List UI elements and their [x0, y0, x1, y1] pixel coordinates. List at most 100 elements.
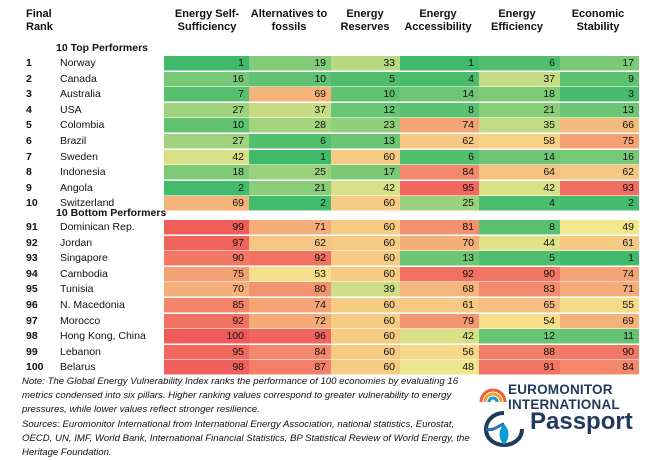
country-cell: Colombia	[60, 119, 105, 132]
rank-cell: 9	[26, 181, 32, 194]
value-cell: 79	[400, 313, 479, 329]
footnote: Note: The Global Energy Vulnerability In…	[22, 375, 470, 460]
value-cell: 5	[479, 251, 560, 267]
rank-cell: 97	[26, 314, 38, 327]
table-row: 99 Lebanon 95 84 60 56 88 90	[0, 344, 654, 361]
country-cell: Norway	[60, 57, 96, 69]
value-cell: 80	[249, 282, 331, 298]
value-cell: 64	[479, 165, 560, 181]
header-col-3: Energy Accessibility	[400, 8, 476, 34]
value-cell: 74	[560, 266, 639, 282]
value-cell: 2	[249, 196, 331, 212]
value-cell: 37	[249, 102, 331, 118]
value-cell: 6	[249, 134, 331, 149]
value-cell: 42	[400, 329, 479, 345]
rank-cell: 4	[26, 103, 32, 116]
value-cell: 74	[400, 118, 479, 134]
table-row: 94 Cambodia 75 53 60 92 90 74	[0, 266, 654, 283]
table-row: 5 Colombia 10 28 23 74 35 66	[0, 118, 654, 134]
sources-text: Sources: Euromonitor International from …	[22, 418, 470, 459]
value-cell: 96	[249, 329, 331, 345]
value-cell: 60	[331, 149, 400, 165]
value-cell: 84	[249, 344, 331, 360]
value-cell: 10	[331, 87, 400, 103]
value-cell: 2	[164, 180, 249, 196]
table-row: 1 Norway 1 19 33 1 6 17	[0, 56, 654, 72]
value-cell: 28	[249, 118, 331, 134]
country-cell: Dominican Rep.	[60, 221, 135, 233]
value-cell: 42	[479, 180, 560, 196]
value-cell: 16	[164, 71, 249, 87]
value-cell: 60	[331, 196, 400, 212]
country-cell: Morocco	[60, 314, 101, 327]
value-cell: 75	[560, 134, 639, 149]
value-cell: 7	[164, 87, 249, 103]
value-cell: 14	[400, 87, 479, 103]
table-row: 96 N. Macedonia 85 74 60 61 65 55	[0, 298, 654, 314]
value-cell: 62	[560, 165, 639, 181]
value-cell: 44	[479, 235, 560, 251]
rank-cell: 7	[26, 150, 32, 163]
table-row: 3 Australia 7 69 10 14 18 3	[0, 87, 654, 103]
value-cell: 61	[560, 235, 639, 251]
header-col-0-text: Energy Self- Sufficiency	[174, 8, 240, 33]
group-label-top: 10 Top Performers	[56, 42, 149, 54]
value-cell: 6	[479, 56, 560, 71]
value-cell: 42	[164, 149, 249, 165]
header-col-5-text: Economic Stability	[571, 8, 625, 33]
value-cell: 87	[249, 360, 331, 376]
rank-cell: 91	[26, 221, 38, 233]
header-final-rank: Final Rank	[26, 8, 53, 34]
value-cell: 71	[560, 282, 639, 298]
table-row: 91 Dominican Rep. 99 71 60 81 8 49	[0, 220, 654, 236]
rank-cell: 6	[26, 135, 32, 147]
value-cell: 60	[331, 344, 400, 360]
value-cell: 21	[249, 180, 331, 196]
value-cell: 10	[164, 118, 249, 134]
value-cell: 85	[164, 298, 249, 313]
rank-cell: 100	[26, 361, 44, 374]
rank-cell: 98	[26, 330, 38, 343]
value-cell: 19	[249, 56, 331, 71]
value-cell: 90	[560, 344, 639, 360]
value-cell: 5	[331, 71, 400, 87]
value-cell: 66	[560, 118, 639, 134]
country-cell: USA	[60, 103, 82, 116]
table-row: 7 Sweden 42 1 60 6 14 16	[0, 149, 654, 166]
value-cell: 91	[479, 360, 560, 376]
value-cell: 100	[164, 329, 249, 345]
euromonitor-line2: INTERNATIONAL	[508, 397, 620, 412]
rank-cell: 92	[26, 236, 38, 249]
value-cell: 62	[400, 134, 479, 149]
group-label-bottom: 10 Bottom Performers	[56, 207, 167, 219]
value-cell: 55	[560, 298, 639, 313]
table-row: 97 Morocco 92 72 60 79 54 69	[0, 313, 654, 330]
value-cell: 13	[331, 134, 400, 149]
note-text: Note: The Global Energy Vulnerability In…	[22, 376, 459, 416]
value-cell: 92	[400, 266, 479, 282]
rank-cell: 95	[26, 283, 38, 296]
country-cell: Jordan	[60, 236, 93, 249]
value-cell: 69	[164, 196, 249, 212]
country-cell: Australia	[60, 88, 101, 101]
value-cell: 33	[331, 56, 400, 71]
header-col-2-text: Energy Reserves	[340, 8, 390, 33]
euromonitor-line1: EUROMONITOR	[508, 382, 613, 397]
table-row: 93 Singapore 90 92 60 13 5 1	[0, 251, 654, 267]
value-cell: 1	[560, 251, 639, 267]
value-cell: 39	[331, 282, 400, 298]
value-cell: 60	[331, 313, 400, 329]
value-cell: 27	[164, 102, 249, 118]
country-cell: Canada	[60, 72, 97, 85]
value-cell: 2	[560, 196, 639, 212]
table-row: 98 Hong Kong, China 100 96 60 42 12 11	[0, 329, 654, 345]
table-row: 2 Canada 16 10 5 4 37 9	[0, 71, 654, 88]
table-row: 6 Brazil 27 6 13 62 58 75	[0, 134, 654, 150]
value-cell: 9	[560, 71, 639, 87]
value-cell: 69	[249, 87, 331, 103]
country-cell: Angola	[60, 181, 93, 194]
value-cell: 1	[249, 149, 331, 165]
value-cell: 3	[560, 87, 639, 103]
country-cell: Sweden	[60, 150, 98, 163]
header-col-4-text: Energy Efficiency	[491, 8, 543, 33]
